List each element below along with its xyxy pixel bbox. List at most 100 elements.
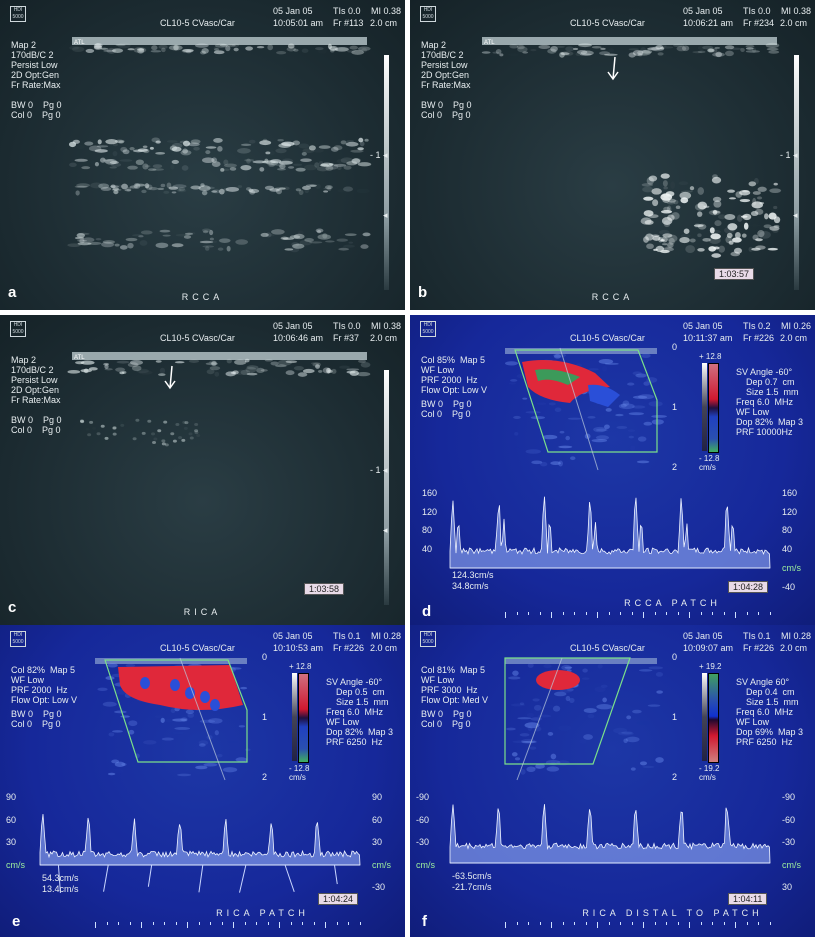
tissue-speckle: [293, 48, 299, 52]
tissue-speckle: [318, 145, 331, 149]
tissue-speckle: [124, 188, 132, 192]
doppler-cursor-line: [516, 657, 563, 781]
depth: 2.0 cm: [370, 333, 398, 343]
tissue-speckle: [214, 43, 228, 48]
tis: TIs 0.0: [743, 6, 771, 16]
tissue-speckle: [268, 163, 275, 167]
tissue-speckle: [113, 140, 125, 145]
tissue-speckle: [211, 240, 217, 243]
tissue-speckle: [181, 165, 189, 171]
time: 10:05:01 am: [273, 18, 324, 28]
tissue-speckle: [199, 719, 216, 723]
tissue-speckle: [509, 44, 519, 49]
tissue-speckle: [569, 697, 575, 704]
time-tick: [631, 612, 633, 615]
tissue-speckle: [309, 241, 323, 244]
time-tick: [290, 922, 292, 925]
tissue-speckle: [510, 703, 526, 707]
tissue-speckle: [641, 353, 651, 359]
tissue-speckle: [512, 740, 529, 744]
time-tick: [700, 612, 702, 615]
time-tick: [585, 612, 587, 615]
left-param: BW 0 Pg 0: [421, 399, 472, 409]
tissue-speckle: [118, 140, 124, 144]
tissue-speckle: [286, 46, 296, 52]
scale-bottom: - 19.2: [699, 764, 720, 773]
tissue-speckle: [104, 364, 109, 369]
tissue-speckle: [90, 182, 103, 189]
tissue-speckle: [302, 148, 315, 154]
tissue-speckle: [316, 166, 329, 172]
tissue-speckle: [757, 186, 767, 192]
tissue-speckle: [712, 196, 722, 202]
tissue-speckle: [198, 362, 203, 364]
tissue-speckle: [189, 436, 194, 440]
tissue-speckle: [282, 237, 295, 240]
tissue-speckle: [517, 717, 532, 720]
time-tick: [585, 922, 587, 925]
tissue-speckle: [100, 186, 112, 191]
time-tick: [528, 612, 529, 615]
tissue-speckle: [199, 240, 214, 244]
arrow-annotation: [164, 365, 176, 390]
tissue-speckle: [726, 232, 733, 239]
time-tick: [689, 922, 690, 928]
tissue-speckle: [213, 50, 225, 55]
tissue-speckle: [755, 196, 761, 199]
time-tick: [516, 922, 518, 925]
axis-right-label: -60: [782, 815, 796, 825]
tissue-speckle: [166, 182, 172, 189]
right-param: Dop 82% Map 3: [326, 727, 394, 737]
tissue-speckle: [713, 200, 722, 208]
tissue-speckle: [138, 235, 144, 238]
atl-header-band: [482, 37, 777, 45]
tissue-speckle: [160, 717, 165, 723]
left-param: Col 0 Pg 0: [421, 409, 471, 419]
tissue-speckle: [728, 197, 737, 200]
tissue-speckle: [670, 181, 675, 189]
tissue-speckle: [362, 232, 371, 237]
tissue-speckle: [133, 47, 147, 53]
tissue-speckle: [293, 366, 304, 371]
tissue-speckle: [763, 224, 772, 229]
time-tick: [735, 612, 736, 618]
ultrasound-image: [449, 347, 771, 569]
tissue-speckle: [103, 49, 116, 52]
velocity-readout: 13.4cm/s: [42, 884, 79, 894]
time: 10:11:37 am: [683, 333, 733, 343]
scan-label: RCCA: [591, 292, 634, 302]
tissue-speckle: [234, 369, 249, 376]
tissue-speckle: [349, 370, 359, 376]
atl-header-band: [72, 352, 367, 360]
tissue-speckle: [84, 141, 94, 146]
tissue-speckle: [240, 143, 252, 147]
tissue-speckle: [337, 189, 351, 193]
tissue-speckle: [212, 189, 221, 194]
tissue-speckle: [351, 158, 361, 164]
tissue-speckle: [74, 236, 85, 240]
tissue-speckle: [604, 53, 618, 56]
tissue-speckle: [729, 47, 742, 50]
tissue-speckle: [107, 663, 118, 668]
time-tick: [359, 922, 361, 925]
tissue-speckle: [248, 139, 256, 144]
tissue-speckle: [94, 162, 99, 167]
tissue-speckle: [266, 160, 279, 166]
tissue-speckle: [315, 184, 321, 189]
tissue-speckle: [558, 445, 573, 449]
tissue-speckle: [702, 45, 714, 50]
doppler-cursor-line: [179, 657, 226, 781]
tissue-speckle: [101, 241, 115, 248]
tissue-speckle: [76, 145, 84, 149]
tissue-speckle: [190, 139, 201, 144]
right-param: WF Low: [736, 717, 770, 727]
tissue-speckle: [740, 47, 745, 52]
axis-right-label: 30: [372, 837, 383, 847]
tissue-speckle: [271, 229, 285, 235]
elapsed-timer: 1:04:28: [728, 581, 769, 593]
tissue-speckle: [638, 394, 655, 400]
tissue-speckle: [201, 48, 209, 54]
time-tick: [348, 922, 349, 925]
tissue-speckle: [338, 46, 352, 51]
tissue-speckle: [527, 662, 534, 668]
